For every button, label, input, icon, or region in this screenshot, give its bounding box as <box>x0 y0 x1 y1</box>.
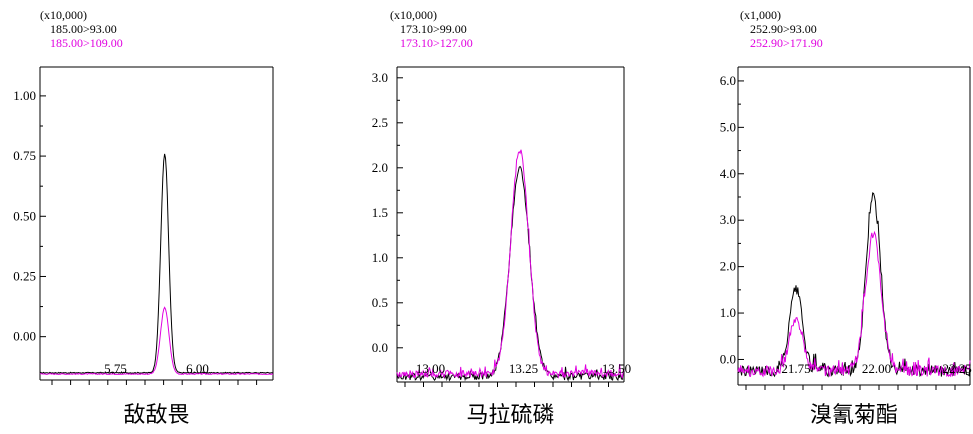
series-line-1 <box>396 165 625 382</box>
y-tick-label: 4.0 <box>720 166 736 181</box>
y-tick-label: 2.0 <box>720 259 736 274</box>
x-tick-label: 6.00 <box>186 361 209 376</box>
y-tick-label: 0.25 <box>13 268 36 283</box>
y-tick-label: 0.50 <box>13 208 36 223</box>
y-tick-label: 0.0 <box>720 351 736 366</box>
x-tick-label: 22.25 <box>942 361 971 376</box>
y-tick-label: 0.00 <box>13 329 36 344</box>
legend-entry-1: 252.90>93.00 <box>750 22 817 36</box>
series-line-1 <box>737 192 971 378</box>
y-tick-label: 2.5 <box>372 115 388 130</box>
y-tick-label: 3.0 <box>720 212 736 227</box>
y-tick-label: 0.5 <box>372 295 388 310</box>
y-multiplier-label: (x10,000) <box>390 8 437 22</box>
x-tick-label: 22.00 <box>862 361 891 376</box>
legend-entry-1: 185.00>93.00 <box>50 22 117 36</box>
chart-panel-2: 0.0 0.5 1.0 1.5 2.0 2.5 3.0 13.00 13.25 13.50 (x10… <box>372 8 631 428</box>
legend-entry-1: 173.10>99.00 <box>400 22 467 36</box>
chart-caption: 敌敌畏 <box>123 403 189 428</box>
series-line-2 <box>737 230 971 378</box>
y-tick-label: 5.0 <box>720 119 736 134</box>
y-tick-label: 6.0 <box>720 73 736 88</box>
series-line-2 <box>396 149 625 379</box>
legend-entry-2: 185.00>109.00 <box>50 36 123 50</box>
x-tick-label: 5.75 <box>104 361 127 376</box>
legend-entry-2: 173.10>127.00 <box>400 36 473 50</box>
series-line-1 <box>40 153 274 374</box>
y-tick-label: 3.0 <box>372 70 388 85</box>
x-tick-label: 13.00 <box>416 361 445 376</box>
chart-caption: 马拉硫磷 <box>466 403 554 428</box>
x-tick-label: 21.75 <box>781 361 810 376</box>
y-tick-label: 1.00 <box>13 88 36 103</box>
y-tick-label: 1.0 <box>720 305 736 320</box>
chart-caption: 溴氰菊酯 <box>810 403 898 428</box>
y-tick-label: 2.0 <box>372 160 388 175</box>
chart-panel-1: 0.000.250.500.751.005.75 6.00(x10,000)185… <box>13 8 274 428</box>
y-multiplier-label: (x1,000) <box>740 8 781 22</box>
legend-entry-2: 252.90>171.90 <box>750 36 823 50</box>
x-tick-label: 13.50 <box>602 361 631 376</box>
x-tick-label: 13.25 <box>509 361 538 376</box>
y-tick-label: 0.0 <box>372 340 388 355</box>
y-tick-label: 1.0 <box>372 250 388 265</box>
series-line-2 <box>39 306 274 376</box>
chart-panel-3: 0.0 1.0 2.0 3.0 4.0 5.0 6.0 21.75 22.00 22.25 (x1,… <box>720 8 972 428</box>
y-multiplier-label: (x10,000) <box>40 8 87 22</box>
y-tick-label: 1.5 <box>372 205 388 220</box>
y-tick-label: 0.75 <box>13 148 36 163</box>
